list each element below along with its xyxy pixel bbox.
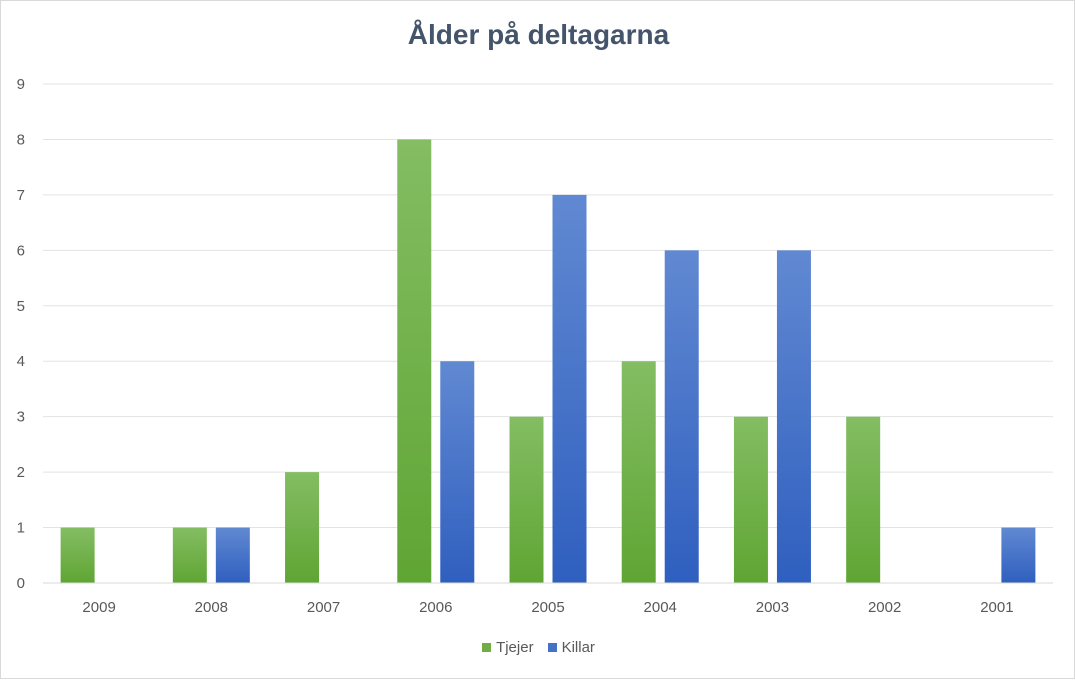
bar-killar-2003 [776,250,811,584]
bar-killar-2004 [664,250,699,584]
y-tick-label: 7 [17,187,25,204]
y-tick-label: 9 [17,76,25,93]
legend-item-killar: Killar [547,639,595,656]
legend-label-killar: Killar [561,639,595,656]
y-tick-label: 0 [17,575,25,592]
bar-killar-2001 [1001,527,1036,583]
x-tick-label: 2002 [868,599,901,616]
legend-swatch-tjejer [482,643,492,652]
legend-label-tjejer: Tjejer [496,639,534,656]
y-tick-label: 3 [17,409,25,426]
y-tick-label: 8 [17,131,25,148]
legend-swatch-killar [547,643,557,652]
x-tick-label: 2004 [644,599,677,616]
y-tick-label: 5 [17,298,25,315]
bar-tjejer-2005 [509,416,544,583]
bar-tjejer-2002 [846,416,881,583]
x-tick-label: 2005 [531,599,564,616]
gridlines [43,83,1053,529]
x-tick-label: 2007 [307,599,340,616]
legend-item-tjejer: Tjejer [482,639,534,656]
bar-tjejer-2009 [60,527,95,583]
bar-tjejer-2004 [621,361,656,583]
x-axis-tick-labels: 2009 2008 2007 2006 2005 2004 2003 2002 2001 [82,599,1013,616]
x-tick-label: 2001 [980,599,1013,616]
y-tick-label: 2 [17,464,25,481]
bar-killar-2005 [552,194,587,583]
x-tick-label: 2008 [195,599,228,616]
legend: Tjejer Killar [1,639,1075,656]
bar-tjejer-2008 [172,527,207,583]
x-tick-label: 2009 [82,599,115,616]
bar-tjejer-2006 [397,139,432,583]
bar-killar-2006 [440,361,475,583]
x-tick-label: 2003 [756,599,789,616]
bar-tjejer-2007 [285,472,320,583]
y-axis-tick-labels: 0 1 2 3 4 5 6 7 8 9 [17,76,25,592]
y-tick-label: 6 [17,242,25,259]
bars [60,139,1036,584]
bar-tjejer-2003 [733,416,768,583]
chart-title: Ålder på deltagarna [407,19,670,50]
bar-killar-2008 [215,527,250,583]
y-tick-label: 4 [17,353,25,370]
x-tick-label: 2006 [419,599,452,616]
y-tick-label: 1 [17,520,25,537]
